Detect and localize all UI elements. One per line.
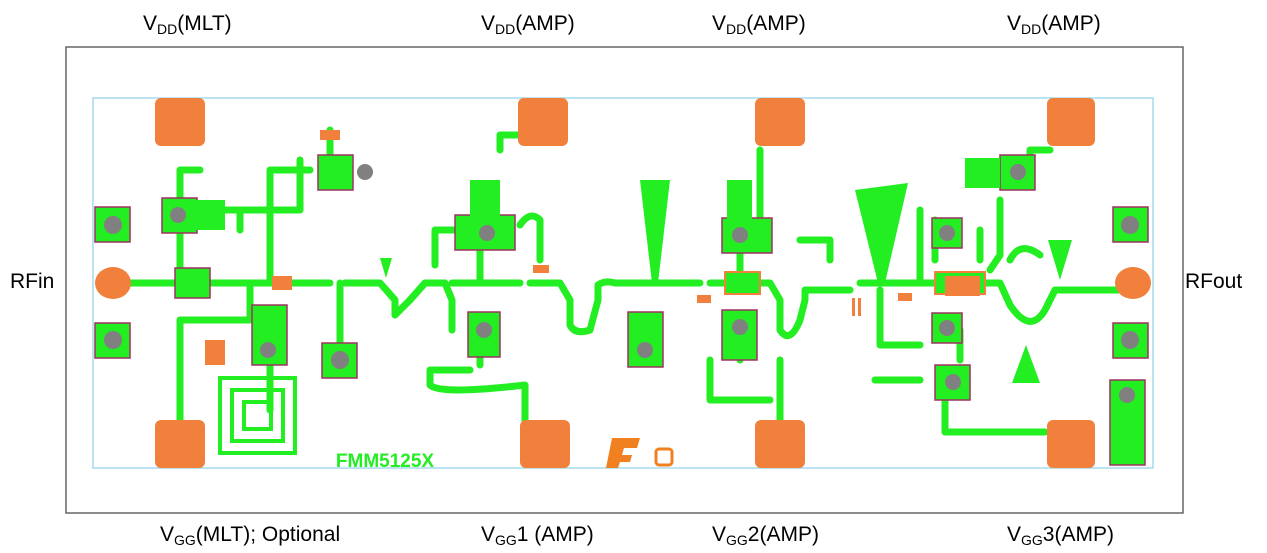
bond-pads	[95, 98, 1151, 468]
pin-text: (MLT)	[177, 12, 231, 35]
pin-label: VGG2(AMP)	[712, 523, 819, 548]
pin-label: VDD(AMP)	[1007, 12, 1101, 37]
port-label: RFin	[10, 270, 54, 293]
pin-label: VGG3(AMP)	[1007, 523, 1114, 548]
pin-subscript: GG	[726, 532, 748, 548]
pin-text: (MLT); Optional	[196, 523, 340, 546]
devices	[161, 154, 1146, 466]
pin-text: 3(AMP)	[1043, 523, 1114, 546]
radial-stub	[1012, 345, 1040, 383]
pin-text: (AMP)	[515, 12, 575, 35]
pin-text: (AMP)	[746, 12, 806, 35]
pin-label: VDD(AMP)	[712, 12, 806, 37]
pin-label: VGG1 (AMP)	[481, 523, 594, 548]
radial-stub	[640, 180, 670, 283]
pin-label: VDD(AMP)	[481, 12, 575, 37]
pin-text: 1 (AMP)	[517, 523, 594, 546]
pin-symbol: V	[1007, 12, 1021, 35]
pin-symbol: V	[143, 12, 157, 35]
chip-outline	[92, 97, 1154, 469]
radial-stub	[380, 258, 392, 278]
pin-text: (AMP)	[1041, 12, 1101, 35]
pin-subscript: GG	[495, 532, 517, 548]
pin-symbol: V	[160, 523, 174, 546]
spiral-inductor	[218, 376, 297, 455]
carrier-outline	[65, 46, 1184, 514]
port-label: RFout	[1185, 270, 1242, 293]
pin-text: 2(AMP)	[748, 523, 819, 546]
logo	[654, 447, 674, 467]
radial-stub	[855, 183, 908, 283]
pin-symbol: V	[481, 523, 495, 546]
pin-subscript: DD	[495, 21, 515, 37]
pin-subscript: GG	[174, 532, 196, 548]
pin-label: VDD(MLT)	[143, 12, 232, 37]
pin-symbol: V	[712, 523, 726, 546]
pin-subscript: GG	[1021, 532, 1043, 548]
vias	[94, 164, 1149, 403]
pin-subscript: DD	[726, 21, 746, 37]
radial-stub	[1048, 240, 1072, 280]
logo	[606, 438, 640, 468]
pin-label: VGG(MLT); Optional	[160, 523, 340, 548]
pin-symbol: V	[712, 12, 726, 35]
pin-symbol: V	[481, 12, 495, 35]
pin-subscript: DD	[157, 21, 177, 37]
pin-symbol: V	[1007, 523, 1021, 546]
chip-marking: FMM5125X	[336, 451, 435, 472]
pin-subscript: DD	[1021, 21, 1041, 37]
